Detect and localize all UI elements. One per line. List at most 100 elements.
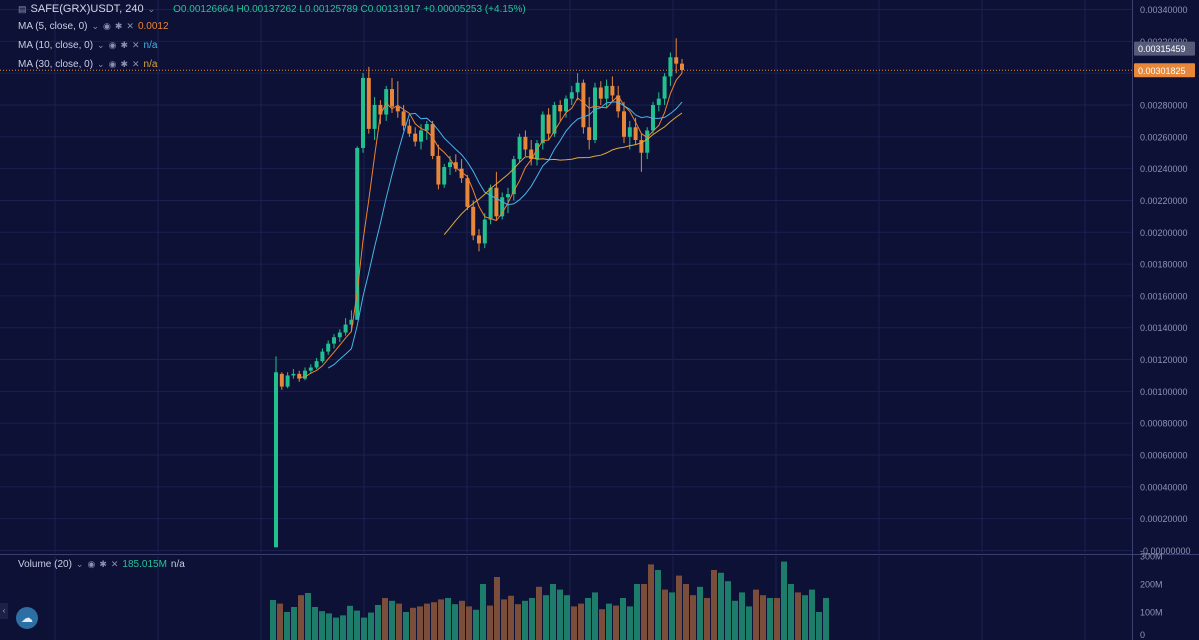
volume-bar	[606, 603, 612, 640]
candle-body	[419, 130, 423, 142]
chevron-down-icon[interactable]: ⌄	[97, 59, 105, 69]
volume-bar	[487, 605, 493, 640]
eye-icon[interactable]: ◉	[87, 559, 96, 569]
chevron-down-icon[interactable]: ⌄	[91, 21, 100, 31]
close-icon[interactable]: ✕	[131, 40, 140, 50]
volume-bar	[676, 575, 682, 640]
volume-bar	[375, 605, 381, 640]
candle-body	[680, 63, 684, 70]
candle-body	[575, 82, 580, 93]
candle-body	[320, 351, 325, 362]
volume-bar	[732, 600, 738, 640]
volume-tick-label: 300M	[1140, 552, 1163, 562]
gear-icon[interactable]: ✱	[114, 21, 123, 31]
candle-body	[482, 219, 487, 244]
price-tick-label: 0.00200000	[1140, 228, 1188, 238]
volume-bar	[823, 598, 829, 640]
volume-bar	[543, 595, 549, 640]
ma30-line	[443, 112, 683, 236]
price-tick-label: 0.00280000	[1140, 101, 1188, 111]
gear-icon[interactable]: ✱	[99, 559, 107, 569]
volume-label: Volume (20)	[18, 559, 72, 570]
candle-body	[459, 168, 464, 179]
candle-body	[361, 77, 365, 148]
candle-body	[668, 57, 673, 77]
volume-bar	[284, 612, 290, 640]
close-icon[interactable]: ✕	[110, 559, 119, 569]
volume-bar	[515, 604, 521, 640]
ma10-line	[327, 101, 683, 369]
ma10-value: n/a	[143, 40, 158, 51]
candle-body	[540, 114, 545, 144]
volume-bar	[802, 595, 808, 640]
eye-icon[interactable]: ◉	[108, 40, 117, 50]
candle-body	[535, 143, 539, 160]
chevron-down-icon[interactable]: ⌄	[97, 40, 105, 50]
volume-bar	[466, 606, 472, 640]
collapse-handle[interactable]: ‹	[0, 603, 8, 619]
eye-icon[interactable]: ◉	[103, 21, 111, 31]
volume-bar	[578, 603, 584, 640]
candle-body	[337, 332, 342, 338]
candle-body	[610, 85, 615, 96]
chevron-down-icon[interactable]: ⌄	[75, 559, 84, 569]
volume-tick-label: 100M	[1140, 608, 1163, 618]
candle-body	[523, 136, 528, 150]
volume-bar	[550, 584, 556, 640]
candle-body	[627, 127, 632, 137]
volume-bar	[683, 584, 689, 640]
candle-body	[662, 76, 667, 99]
candle-body	[390, 89, 394, 107]
candle-body	[401, 111, 406, 126]
volume-bar	[571, 606, 577, 640]
candle-body	[494, 187, 499, 217]
candle-body	[314, 361, 319, 368]
volume-bar	[361, 617, 367, 640]
volume-bar	[620, 598, 626, 640]
volume-bar	[704, 598, 710, 640]
volume-tick-label: 0	[1140, 630, 1145, 640]
logo-cloud-icon[interactable]: ☁	[16, 607, 38, 629]
volume-bar	[277, 603, 283, 640]
candle-body	[424, 124, 429, 131]
candle-body	[448, 162, 452, 168]
price-tick-label: 0.00040000	[1140, 482, 1188, 492]
eye-icon[interactable]: ◉	[108, 59, 117, 69]
candle-body	[430, 124, 435, 156]
candle-body	[656, 98, 661, 105]
volume-bar	[382, 598, 388, 640]
candle-body	[326, 343, 331, 352]
symbol-legend: ▤ SAFE(GRX)USDT, 240 ⌄ O0.00126664 H0.00…	[18, 3, 526, 15]
volume-value: 185.015M	[122, 559, 167, 570]
volume-bar	[816, 612, 822, 640]
candle-body	[279, 373, 284, 387]
candle-body	[355, 147, 360, 320]
volume-bar	[725, 581, 731, 640]
candles	[274, 38, 684, 548]
volume-bar	[494, 577, 500, 640]
volume-bar	[662, 589, 668, 640]
candle-body	[604, 85, 609, 99]
volume-bar	[592, 592, 598, 640]
close-icon[interactable]: ✕	[126, 21, 134, 31]
candle-body	[500, 197, 505, 217]
volume-bar	[368, 612, 374, 640]
candle-body	[616, 95, 621, 112]
candle-body	[297, 373, 302, 379]
candle-body	[413, 133, 418, 142]
volume-bar	[809, 589, 815, 640]
close-icon[interactable]: ✕	[131, 59, 140, 69]
chart-menu-icon[interactable]: ▤	[18, 3, 27, 14]
ma30-value: n/a	[143, 59, 158, 70]
candle-body	[598, 87, 603, 99]
candle-body	[564, 98, 568, 112]
volume-extra: n/a	[170, 559, 185, 570]
volume-bar	[410, 607, 416, 640]
gear-icon[interactable]: ✱	[120, 40, 128, 50]
chevron-down-icon[interactable]: ⌄	[147, 3, 156, 14]
gear-icon[interactable]: ✱	[120, 59, 128, 69]
candle-body	[517, 136, 522, 160]
price-axis: 0.003400000.003200000.003000000.00280000…	[1140, 5, 1191, 556]
grid	[0, 0, 1132, 640]
